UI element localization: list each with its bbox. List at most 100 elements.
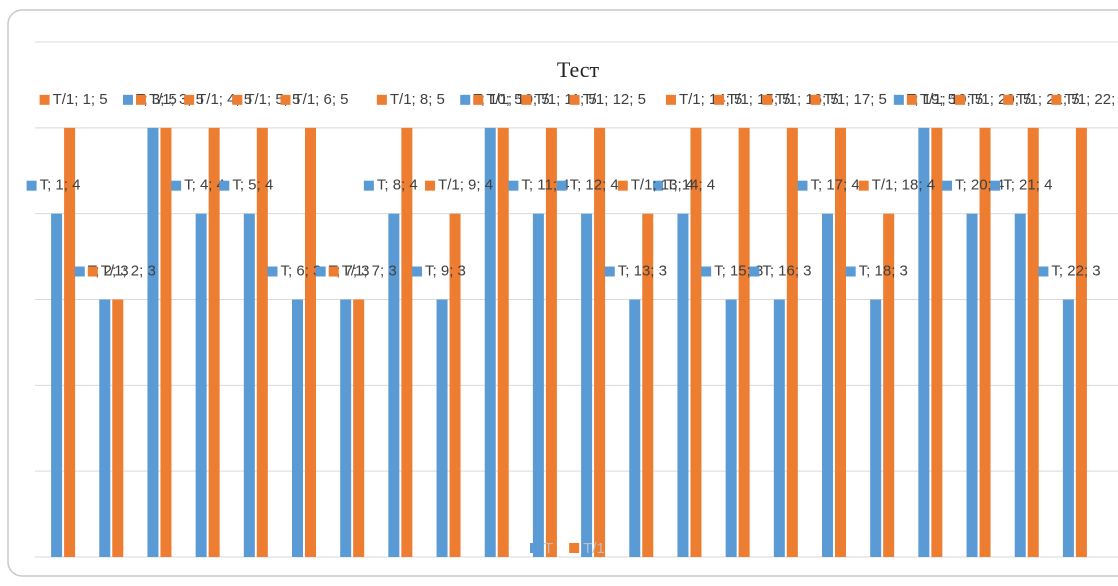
data-label: T; 10; 5 bbox=[473, 91, 522, 108]
label-marker bbox=[425, 180, 436, 191]
label-marker bbox=[328, 266, 339, 277]
label-marker bbox=[893, 94, 904, 105]
label-marker bbox=[990, 180, 1001, 191]
data-label: T/1; 3; 5 bbox=[149, 91, 204, 108]
bar bbox=[160, 127, 172, 557]
label-marker bbox=[473, 94, 484, 105]
bar bbox=[786, 127, 798, 557]
label-marker bbox=[74, 266, 85, 277]
bar bbox=[112, 299, 124, 557]
bar bbox=[195, 213, 207, 557]
label-marker bbox=[232, 94, 243, 105]
bar bbox=[870, 299, 882, 557]
bar bbox=[51, 213, 63, 557]
bar bbox=[1027, 127, 1039, 557]
label-marker bbox=[569, 94, 580, 105]
data-label: T; 3; 5 bbox=[136, 91, 177, 108]
label-marker bbox=[845, 266, 856, 277]
data-label: T; 4; 4 bbox=[184, 177, 225, 194]
data-label: T; 22; 3 bbox=[1051, 262, 1100, 279]
label-marker bbox=[363, 180, 374, 191]
bar bbox=[147, 127, 159, 557]
data-label: T; 14; 4 bbox=[666, 177, 715, 194]
data-label: T/1; 20; 5 bbox=[968, 91, 1031, 108]
data-label: T/1; 12; 5 bbox=[583, 91, 646, 108]
label-marker bbox=[87, 266, 98, 277]
label-marker bbox=[701, 266, 712, 277]
bar bbox=[690, 127, 702, 557]
bar bbox=[594, 127, 606, 557]
data-label: T; 9; 3 bbox=[425, 262, 466, 279]
label-marker bbox=[749, 266, 760, 277]
data-label: T; 1; 4 bbox=[40, 177, 81, 194]
bar bbox=[497, 127, 509, 557]
bar bbox=[256, 127, 268, 557]
data-label: T/1; 10; 5 bbox=[486, 91, 549, 108]
bar bbox=[1014, 213, 1026, 557]
data-label: T/1; 8; 5 bbox=[390, 91, 445, 108]
bar bbox=[243, 213, 255, 557]
chart-title: Тест bbox=[557, 57, 600, 82]
bar bbox=[883, 213, 895, 557]
data-label: T/1; 22; 5 bbox=[1064, 91, 1118, 108]
bar bbox=[305, 127, 316, 557]
label-marker bbox=[714, 94, 725, 105]
bar bbox=[931, 127, 943, 557]
label-marker bbox=[1038, 266, 1049, 277]
data-label: T; 16; 3 bbox=[762, 262, 811, 279]
data-label: T/1; 4; 5 bbox=[197, 91, 252, 108]
label-marker bbox=[184, 94, 195, 105]
data-label: T/1; 15; 5 bbox=[727, 91, 790, 108]
label-marker bbox=[762, 94, 773, 105]
bar bbox=[388, 213, 400, 557]
label-marker bbox=[1051, 94, 1062, 105]
label-marker bbox=[1003, 94, 1014, 105]
data-label: T/1; 5; 5 bbox=[245, 91, 300, 108]
data-label: T; 2; 3 bbox=[88, 262, 129, 279]
label-marker bbox=[556, 180, 567, 191]
bar bbox=[292, 299, 303, 557]
bar bbox=[208, 127, 220, 557]
data-label: T; 13; 3 bbox=[618, 262, 667, 279]
bar bbox=[484, 127, 496, 557]
data-label: T; 6; 3 bbox=[281, 262, 322, 279]
data-label: T; 19; 5 bbox=[907, 91, 956, 108]
data-label: T; 18; 3 bbox=[859, 262, 908, 279]
label-marker bbox=[460, 94, 471, 105]
bar bbox=[64, 127, 76, 557]
label-marker bbox=[652, 180, 663, 191]
bar bbox=[401, 127, 413, 557]
data-label: T/1; 19; 5 bbox=[920, 91, 983, 108]
bar bbox=[835, 127, 846, 557]
bar bbox=[449, 213, 461, 557]
bar bbox=[340, 299, 352, 557]
label-marker bbox=[39, 94, 50, 105]
label-marker bbox=[280, 94, 291, 105]
label-marker bbox=[122, 94, 133, 105]
label-marker bbox=[26, 180, 37, 191]
data-label: T/1; 18; 4 bbox=[872, 177, 935, 194]
bar bbox=[532, 213, 544, 557]
bar bbox=[966, 213, 978, 557]
label-marker bbox=[955, 94, 966, 105]
bar bbox=[822, 213, 833, 557]
label-marker bbox=[376, 94, 387, 105]
data-label: T/1; 9; 4 bbox=[438, 177, 493, 194]
legend-label: T bbox=[544, 540, 553, 557]
label-marker bbox=[906, 94, 917, 105]
bar bbox=[581, 213, 593, 557]
data-label: T/1; 2; 3 bbox=[101, 262, 156, 279]
label-marker bbox=[604, 266, 615, 277]
label-marker bbox=[942, 180, 953, 191]
label-marker bbox=[219, 180, 230, 191]
bar bbox=[545, 127, 557, 557]
label-marker bbox=[171, 180, 182, 191]
data-label: T/1; 11; 5 bbox=[534, 91, 596, 108]
data-label: T/1; 17; 5 bbox=[824, 91, 887, 108]
bar bbox=[642, 213, 654, 557]
bar bbox=[979, 127, 991, 557]
label-marker bbox=[797, 180, 808, 191]
legend-swatch bbox=[569, 543, 580, 553]
legend-swatch bbox=[530, 543, 540, 553]
